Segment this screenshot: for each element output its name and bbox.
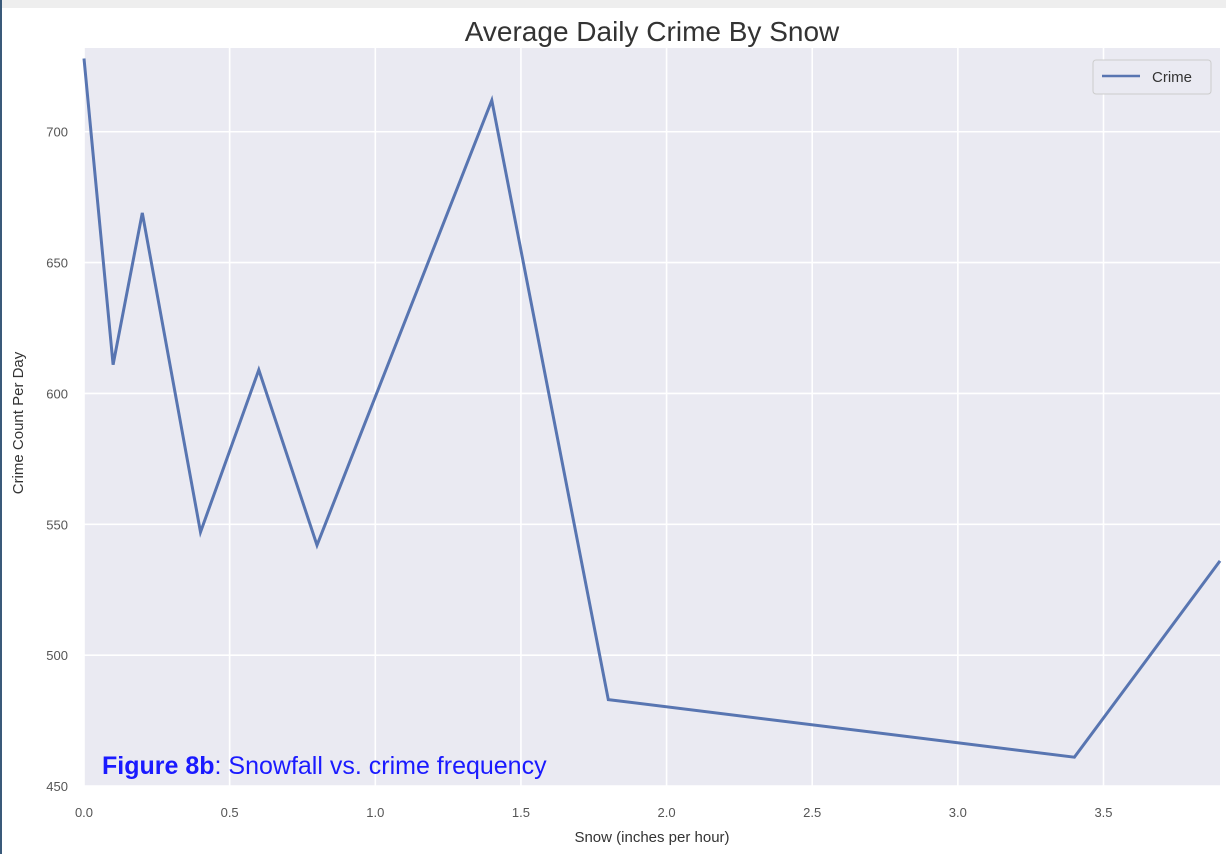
y-tick-label: 650 bbox=[46, 256, 68, 271]
x-tick-label: 2.5 bbox=[803, 805, 821, 820]
x-tick-label: 0.0 bbox=[75, 805, 93, 820]
legend-label-crime: Crime bbox=[1152, 69, 1192, 86]
y-tick-label: 500 bbox=[46, 648, 68, 663]
series-line-crime bbox=[82, 58, 1222, 759]
x-axis-label: Snow (inches per hour) bbox=[574, 829, 729, 846]
x-tick-label: 0.5 bbox=[221, 805, 239, 820]
caption-text: : Snowfall vs. crime frequency bbox=[214, 752, 547, 780]
y-tick-label: 600 bbox=[46, 386, 68, 401]
series-layer bbox=[82, 58, 1222, 759]
x-tick-label: 2.0 bbox=[658, 805, 676, 820]
x-tick-label: 3.0 bbox=[949, 805, 967, 820]
top-strip bbox=[2, 0, 1226, 8]
y-axis-label: Crime Count Per Day bbox=[10, 351, 27, 494]
y-tick-labels: 450 500 550 600 650 700 bbox=[46, 125, 68, 794]
legend: Crime bbox=[1092, 59, 1212, 95]
legend-box bbox=[1092, 59, 1212, 95]
y-gridlines bbox=[84, 130, 1220, 787]
x-tick-labels: 0.0 0.5 1.0 1.5 2.0 2.5 3.0 3.5 bbox=[75, 805, 1113, 820]
caption-label: Figure 8b bbox=[102, 752, 215, 780]
y-tick-label: 700 bbox=[46, 125, 68, 140]
plot-area bbox=[84, 48, 1220, 786]
figure-caption: Figure 8b: Snowfall vs. crime frequency bbox=[102, 752, 547, 781]
chart-title: Average Daily Crime By Snow bbox=[465, 16, 840, 47]
x-tick-label: 1.5 bbox=[512, 805, 530, 820]
x-gridlines bbox=[83, 48, 1105, 786]
y-tick-label: 450 bbox=[46, 779, 68, 794]
x-tick-label: 1.0 bbox=[366, 805, 384, 820]
y-tick-label: 550 bbox=[46, 517, 68, 532]
x-tick-label: 3.5 bbox=[1094, 805, 1112, 820]
